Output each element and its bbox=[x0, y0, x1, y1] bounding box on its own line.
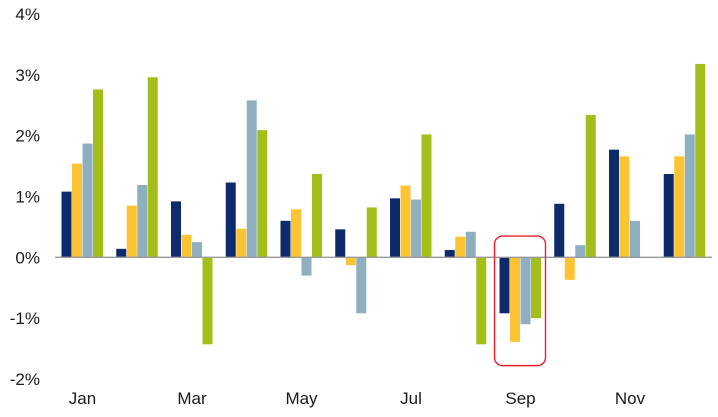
bar-dec-series-3 bbox=[684, 134, 695, 258]
bar-dec-series-2 bbox=[674, 156, 685, 258]
x-tick-label: Mar bbox=[177, 389, 207, 408]
y-tick-label: 4% bbox=[15, 5, 40, 24]
bar-apr-series-3 bbox=[246, 100, 257, 258]
bar-aug-series-1 bbox=[444, 250, 455, 258]
y-tick-label: 3% bbox=[15, 66, 40, 85]
y-tick-label: 0% bbox=[15, 248, 40, 267]
bar-sep-series-2 bbox=[510, 257, 520, 342]
bar-mar-series-3 bbox=[192, 242, 202, 258]
bar-apr-series-2 bbox=[236, 228, 247, 258]
bar-aug-series-2 bbox=[455, 236, 466, 258]
bar-mar-series-4 bbox=[202, 257, 213, 345]
bar-feb-series-2 bbox=[126, 205, 137, 258]
bar-aug-series-3 bbox=[465, 231, 476, 258]
bar-nov-series-3 bbox=[630, 220, 640, 258]
bar-dec-series-1 bbox=[663, 173, 674, 258]
bar-jul-series-3 bbox=[411, 199, 421, 258]
x-tick-label: Jan bbox=[69, 389, 96, 408]
bar-jun-series-4 bbox=[366, 207, 377, 258]
highlight-box bbox=[493, 235, 547, 367]
bar-jan-series-1 bbox=[61, 191, 72, 258]
bar-feb-series-4 bbox=[147, 77, 158, 258]
bar-may-series-2 bbox=[291, 209, 301, 258]
bar-feb-series-3 bbox=[137, 184, 148, 258]
y-tick-label: 1% bbox=[15, 188, 40, 207]
bar-apr-series-4 bbox=[257, 130, 268, 258]
bar-jul-series-4 bbox=[421, 134, 432, 258]
y-tick-label: 2% bbox=[15, 127, 40, 146]
bar-dec-series-4 bbox=[695, 63, 706, 258]
bar-sep-series-1 bbox=[499, 257, 510, 314]
bar-jan-series-4 bbox=[93, 89, 103, 258]
bar-oct-series-2 bbox=[564, 257, 575, 280]
bar-nov-series-1 bbox=[609, 149, 619, 258]
bar-oct-series-3 bbox=[575, 245, 586, 258]
bar-jun-series-2 bbox=[345, 257, 356, 266]
bar-jul-series-2 bbox=[400, 185, 411, 258]
bar-jun-series-3 bbox=[356, 257, 367, 314]
bar-feb-series-1 bbox=[116, 248, 127, 258]
bar-jun-series-1 bbox=[335, 229, 346, 258]
bar-apr-series-1 bbox=[225, 182, 236, 258]
x-tick-label: Sep bbox=[505, 389, 535, 408]
bar-nov-series-2 bbox=[619, 156, 630, 258]
bar-may-series-1 bbox=[280, 220, 291, 258]
bar-jan-series-2 bbox=[72, 163, 82, 258]
bar-oct-series-1 bbox=[554, 203, 565, 258]
bar-aug-series-4 bbox=[476, 257, 487, 345]
bar-sep-series-3 bbox=[520, 257, 531, 325]
y-tick-label: -2% bbox=[10, 370, 40, 389]
y-axis-ticks: 4% 3% 2% 1% 0% -1% -2% bbox=[10, 5, 40, 389]
bar-may-series-3 bbox=[301, 257, 312, 276]
bar-mar-series-2 bbox=[181, 234, 192, 258]
bar-oct-series-4 bbox=[585, 114, 596, 258]
y-tick-label: -1% bbox=[10, 309, 40, 328]
x-tick-label: Nov bbox=[615, 389, 646, 408]
bar-may-series-4 bbox=[312, 173, 322, 258]
bar-jan-series-3 bbox=[82, 143, 93, 258]
x-axis-ticks: Jan Mar May Jul Sep Nov bbox=[69, 389, 646, 408]
bar-mar-series-1 bbox=[171, 201, 181, 258]
x-tick-label: Jul bbox=[400, 389, 422, 408]
bar-sep-series-4 bbox=[531, 257, 541, 319]
x-tick-label: May bbox=[285, 389, 318, 408]
bar-jul-series-1 bbox=[390, 198, 400, 258]
bars bbox=[61, 63, 706, 345]
